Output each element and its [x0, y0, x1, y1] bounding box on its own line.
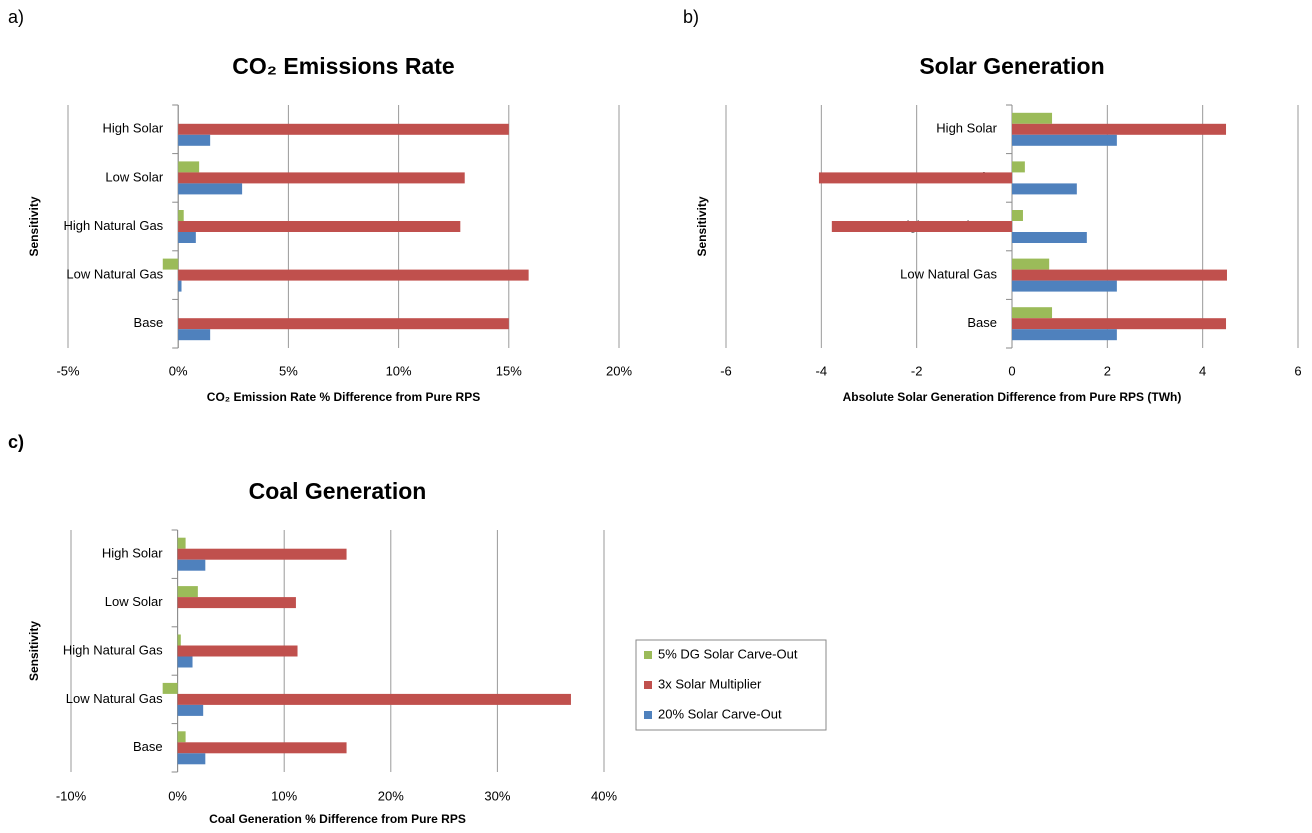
- bar: [1012, 134, 1117, 146]
- y-tick-label: Base: [134, 315, 164, 330]
- bar: [162, 258, 179, 270]
- bar: [1012, 183, 1077, 195]
- y-tick-label: Low Natural Gas: [900, 267, 997, 282]
- bar: [177, 731, 186, 743]
- x-tick-label: 0: [1008, 363, 1015, 378]
- x-tick-label: 0%: [169, 363, 188, 378]
- x-tick-label: 0%: [168, 788, 187, 803]
- bar: [1012, 329, 1117, 341]
- x-tick-label: 15%: [496, 363, 522, 378]
- bar: [177, 586, 198, 598]
- bar: [178, 318, 509, 330]
- bar: [1012, 307, 1053, 319]
- bar: [1012, 112, 1053, 124]
- bar: [178, 329, 211, 341]
- x-tick-label: 20%: [378, 788, 404, 803]
- y-tick-label: Low Solar: [105, 169, 163, 184]
- x-tick-label: 30%: [484, 788, 510, 803]
- bar: [178, 134, 211, 146]
- bar: [178, 161, 200, 173]
- bar: [1012, 318, 1227, 330]
- y-tick-label: High Natural Gas: [63, 218, 163, 233]
- bar: [178, 269, 529, 281]
- bar: [177, 753, 206, 765]
- bar: [1012, 232, 1087, 243]
- x-tick-label: 20%: [606, 363, 632, 378]
- bar: [1012, 269, 1227, 281]
- x-axis-title: Coal Generation % Difference from Pure R…: [209, 812, 466, 826]
- x-tick-label: 10%: [386, 363, 412, 378]
- chart-title: Solar Generation: [919, 53, 1104, 79]
- chart-title: Coal Generation: [249, 478, 427, 504]
- bar: [818, 172, 1012, 184]
- y-tick-label: High Natural Gas: [63, 642, 163, 657]
- x-tick-label: -5%: [56, 363, 80, 378]
- x-tick-label: -6: [720, 363, 732, 378]
- panel-label: a): [8, 7, 24, 27]
- x-tick-label: 40%: [591, 788, 617, 803]
- x-axis-title: CO₂ Emission Rate % Difference from Pure…: [207, 390, 480, 404]
- panel-label: b): [683, 7, 699, 27]
- bar: [177, 742, 347, 754]
- bar: [1012, 210, 1023, 221]
- y-tick-label: Base: [967, 315, 997, 330]
- bar: [178, 280, 182, 292]
- legend-label: 20% Solar Carve-Out: [658, 706, 782, 721]
- y-axis-title: Sensitivity: [27, 196, 41, 256]
- legend-swatch: [644, 681, 652, 689]
- bar: [177, 548, 347, 560]
- bar: [177, 559, 206, 571]
- x-tick-label: -4: [816, 363, 828, 378]
- x-tick-label: 4: [1199, 363, 1206, 378]
- y-tick-label: High Solar: [102, 121, 163, 136]
- bar: [178, 123, 509, 135]
- legend-label: 3x Solar Multiplier: [658, 676, 762, 691]
- x-tick-label: 6: [1294, 363, 1301, 378]
- bar: [178, 221, 461, 232]
- bar: [177, 704, 204, 716]
- legend-swatch: [644, 651, 652, 659]
- y-tick-label: High Solar: [936, 121, 997, 136]
- y-tick-label: Base: [133, 739, 163, 754]
- y-tick-label: High Solar: [102, 546, 163, 561]
- bar: [177, 634, 181, 646]
- legend-swatch: [644, 711, 652, 719]
- x-tick-label: 10%: [271, 788, 297, 803]
- bar: [177, 537, 186, 549]
- bar: [177, 693, 571, 705]
- x-tick-label: 5%: [279, 363, 298, 378]
- y-axis-title: Sensitivity: [695, 196, 709, 256]
- y-tick-label: Low Natural Gas: [66, 691, 163, 706]
- legend-label: 5% DG Solar Carve-Out: [658, 646, 798, 661]
- bar: [831, 221, 1012, 232]
- x-tick-label: -2: [911, 363, 923, 378]
- chart-title: CO₂ Emissions Rate: [232, 53, 454, 79]
- bar: [1012, 258, 1050, 270]
- x-axis-title: Absolute Solar Generation Difference fro…: [843, 390, 1182, 404]
- bar: [1012, 280, 1117, 292]
- y-axis-title: Sensitivity: [27, 621, 41, 681]
- x-tick-label: 2: [1104, 363, 1111, 378]
- legend-box: [635, 639, 827, 731]
- bar: [177, 656, 193, 668]
- bar: [1012, 123, 1227, 135]
- bar: [1012, 161, 1025, 173]
- panel-label: c): [8, 432, 24, 452]
- bar: [177, 645, 298, 657]
- x-tick-label: -10%: [56, 788, 87, 803]
- bar: [178, 183, 243, 195]
- y-tick-label: Low Natural Gas: [66, 267, 163, 282]
- bar: [177, 597, 296, 609]
- bar: [178, 232, 196, 243]
- bar: [178, 172, 465, 184]
- bar: [178, 210, 184, 221]
- y-tick-label: Low Solar: [105, 594, 163, 609]
- bar: [162, 682, 178, 694]
